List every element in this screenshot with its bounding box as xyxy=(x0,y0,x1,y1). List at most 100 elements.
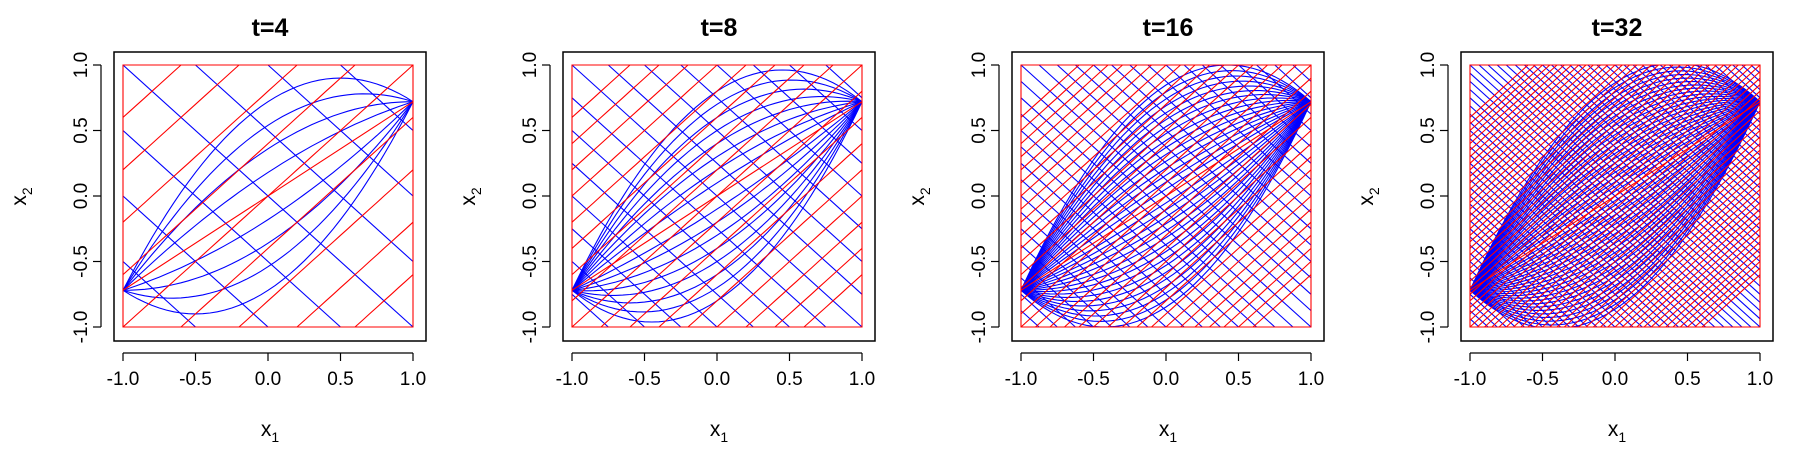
blue-curve xyxy=(1469,101,1761,311)
x-tick-label: 0.0 xyxy=(704,369,730,390)
x-tick-label: 0.5 xyxy=(776,369,802,390)
y-tick-label: 0.0 xyxy=(520,183,541,209)
red-diagonal xyxy=(1020,101,1312,291)
y-tick-label: 1.0 xyxy=(969,52,990,78)
blue-curve xyxy=(1020,64,1312,291)
x-tick-label: 0.0 xyxy=(1153,369,1179,390)
blue-curve xyxy=(1469,77,1761,291)
red-curve xyxy=(1469,64,1760,321)
curves xyxy=(1020,64,1312,328)
x-axis-label: x1 xyxy=(1608,418,1627,445)
blue-curve xyxy=(1020,101,1312,322)
blue-curve xyxy=(1020,101,1312,298)
blue-curve xyxy=(1469,101,1761,291)
y-axis-label: x2 xyxy=(8,187,35,206)
y-tick-label: -1.0 xyxy=(520,311,541,344)
blue-curve xyxy=(571,79,863,291)
blue-curve xyxy=(1469,101,1761,302)
blue-curve xyxy=(1469,101,1761,291)
y-axis-label: x2 xyxy=(1355,187,1382,206)
red-diagonal xyxy=(1469,101,1761,291)
x-tick-label: 0.5 xyxy=(1225,369,1251,390)
blue-curve xyxy=(1020,97,1312,291)
blue-curve xyxy=(122,101,414,291)
blue-curve xyxy=(1021,101,1312,291)
red-curve xyxy=(1470,97,1761,328)
blue-curve xyxy=(1020,94,1312,291)
blue-curve xyxy=(571,101,863,296)
x-tick-label: -1.0 xyxy=(107,369,140,390)
blue-curve xyxy=(1469,64,1761,291)
y-tick-label: 1.0 xyxy=(1418,52,1439,78)
x-axis-label: x1 xyxy=(710,418,729,445)
y-tick-label: -0.5 xyxy=(71,245,92,278)
y-tick-label: 0.5 xyxy=(1418,117,1439,143)
red-curve xyxy=(1469,64,1760,315)
x-tick-label: -1.0 xyxy=(556,369,589,390)
red-boundary xyxy=(1020,64,1312,328)
blue-curve xyxy=(122,77,414,291)
x-tick-label: -0.5 xyxy=(1077,369,1110,390)
x-axis-label: x1 xyxy=(261,418,280,445)
blue-curve xyxy=(1020,101,1312,291)
red-curve xyxy=(1021,103,1312,328)
red-curve xyxy=(1469,64,1760,308)
blue-curve xyxy=(1020,101,1312,293)
blue-curve xyxy=(1020,101,1312,291)
y-tick-label: -0.5 xyxy=(520,245,541,278)
blue-curve xyxy=(571,101,863,313)
y-tick-label: -0.5 xyxy=(969,245,990,278)
blue-curve xyxy=(1020,101,1312,328)
panel-title: t=8 xyxy=(701,14,738,42)
blue-curve xyxy=(1020,101,1312,291)
blue-curve xyxy=(1020,101,1312,302)
blue-curve xyxy=(1469,74,1761,291)
red-boundary xyxy=(122,64,414,328)
red-curve xyxy=(1470,103,1761,328)
curves xyxy=(1469,64,1761,328)
blue-curve xyxy=(1469,101,1761,291)
curves xyxy=(122,64,414,328)
blue-curve xyxy=(122,101,414,299)
panel-title: t=4 xyxy=(252,14,289,42)
y-tick-label: -0.5 xyxy=(1418,245,1439,278)
y-tick-label: 0.5 xyxy=(969,117,990,143)
red-curve xyxy=(1020,64,1311,315)
y-tick-label: 0.5 xyxy=(520,117,541,143)
x-axis-label: x1 xyxy=(1159,418,1178,445)
blue-curve xyxy=(1020,85,1312,291)
blue-curve xyxy=(1469,90,1761,291)
x-tick-label: -0.5 xyxy=(628,369,661,390)
blue-curve xyxy=(122,101,414,291)
blue-curve xyxy=(571,101,863,291)
x-tick-label: 1.0 xyxy=(1747,369,1773,390)
red-curve xyxy=(572,90,863,328)
red-curve xyxy=(1020,64,1311,302)
y-tick-label: -1.0 xyxy=(71,311,92,344)
blue-curve xyxy=(1469,101,1761,315)
blue-curve xyxy=(1469,101,1761,299)
plot-box xyxy=(562,51,876,342)
blue-curve xyxy=(1020,101,1312,291)
plot-box xyxy=(113,51,427,342)
blue-curve xyxy=(1469,101,1761,328)
y-tick-label: 0.5 xyxy=(71,117,92,143)
red-boundary xyxy=(571,64,863,328)
x-tick-label: -0.5 xyxy=(1526,369,1559,390)
blue-curve xyxy=(1020,90,1312,291)
blue-curve xyxy=(1469,101,1761,291)
blue-curve xyxy=(1469,101,1761,291)
red-diagonal xyxy=(122,101,414,291)
red-curve xyxy=(1469,64,1760,289)
red-curve xyxy=(1021,90,1312,328)
x-tick-label: 1.0 xyxy=(400,369,426,390)
blue-curve xyxy=(1020,99,1312,291)
red-diagonal xyxy=(571,101,863,291)
y-tick-label: 0.0 xyxy=(969,183,990,209)
y-axis-label: x2 xyxy=(457,187,484,206)
blue-curve xyxy=(122,93,414,291)
x-tick-label: 0.5 xyxy=(327,369,353,390)
blue-curve xyxy=(571,101,863,291)
y-tick-label: -1.0 xyxy=(969,311,990,344)
